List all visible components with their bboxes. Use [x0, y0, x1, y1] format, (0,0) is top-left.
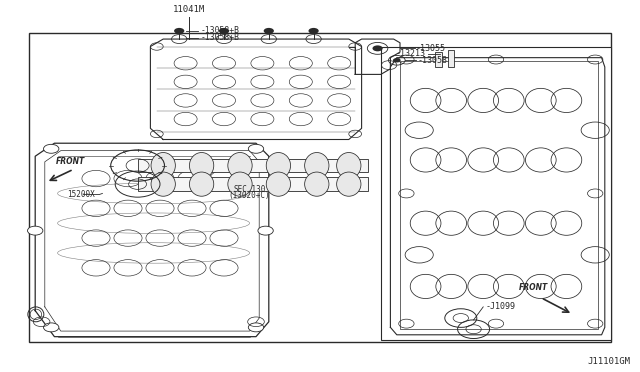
Circle shape — [44, 144, 59, 153]
Circle shape — [393, 58, 401, 62]
Bar — [138, 159, 368, 172]
Bar — [435, 52, 442, 67]
Text: J11101GM: J11101GM — [588, 357, 630, 366]
Text: -J1099: -J1099 — [485, 302, 515, 311]
Circle shape — [44, 323, 59, 332]
Ellipse shape — [305, 153, 329, 179]
Text: (13020+C): (13020+C) — [228, 191, 271, 200]
Ellipse shape — [266, 172, 291, 196]
Circle shape — [258, 226, 273, 235]
Ellipse shape — [266, 153, 291, 179]
Circle shape — [219, 28, 229, 34]
Ellipse shape — [151, 153, 175, 179]
Ellipse shape — [228, 172, 252, 196]
Bar — [448, 50, 454, 67]
Bar — [138, 177, 368, 191]
Text: -13055: -13055 — [416, 44, 446, 53]
Text: FRONT: FRONT — [518, 283, 548, 292]
Bar — [381, 46, 611, 340]
Ellipse shape — [305, 172, 329, 196]
Text: 11041M: 11041M — [173, 5, 205, 14]
Text: -13058: -13058 — [417, 56, 447, 65]
Text: SEC.130: SEC.130 — [234, 185, 266, 194]
Circle shape — [372, 45, 383, 51]
Ellipse shape — [228, 153, 252, 179]
Text: -13058+B: -13058+B — [200, 33, 239, 42]
Ellipse shape — [337, 172, 361, 196]
Ellipse shape — [189, 153, 214, 179]
Text: -13058+B: -13058+B — [200, 26, 239, 35]
Circle shape — [28, 226, 43, 235]
Text: -13213: -13213 — [396, 49, 426, 58]
Ellipse shape — [151, 172, 175, 196]
Text: FRONT: FRONT — [56, 157, 85, 166]
Circle shape — [248, 144, 264, 153]
Ellipse shape — [337, 153, 361, 179]
Text: 15200X: 15200X — [67, 190, 95, 199]
Bar — [29, 33, 611, 342]
Circle shape — [174, 28, 184, 34]
Circle shape — [248, 323, 264, 332]
Ellipse shape — [189, 172, 214, 196]
Bar — [400, 61, 598, 329]
Circle shape — [308, 28, 319, 34]
Circle shape — [264, 28, 274, 34]
